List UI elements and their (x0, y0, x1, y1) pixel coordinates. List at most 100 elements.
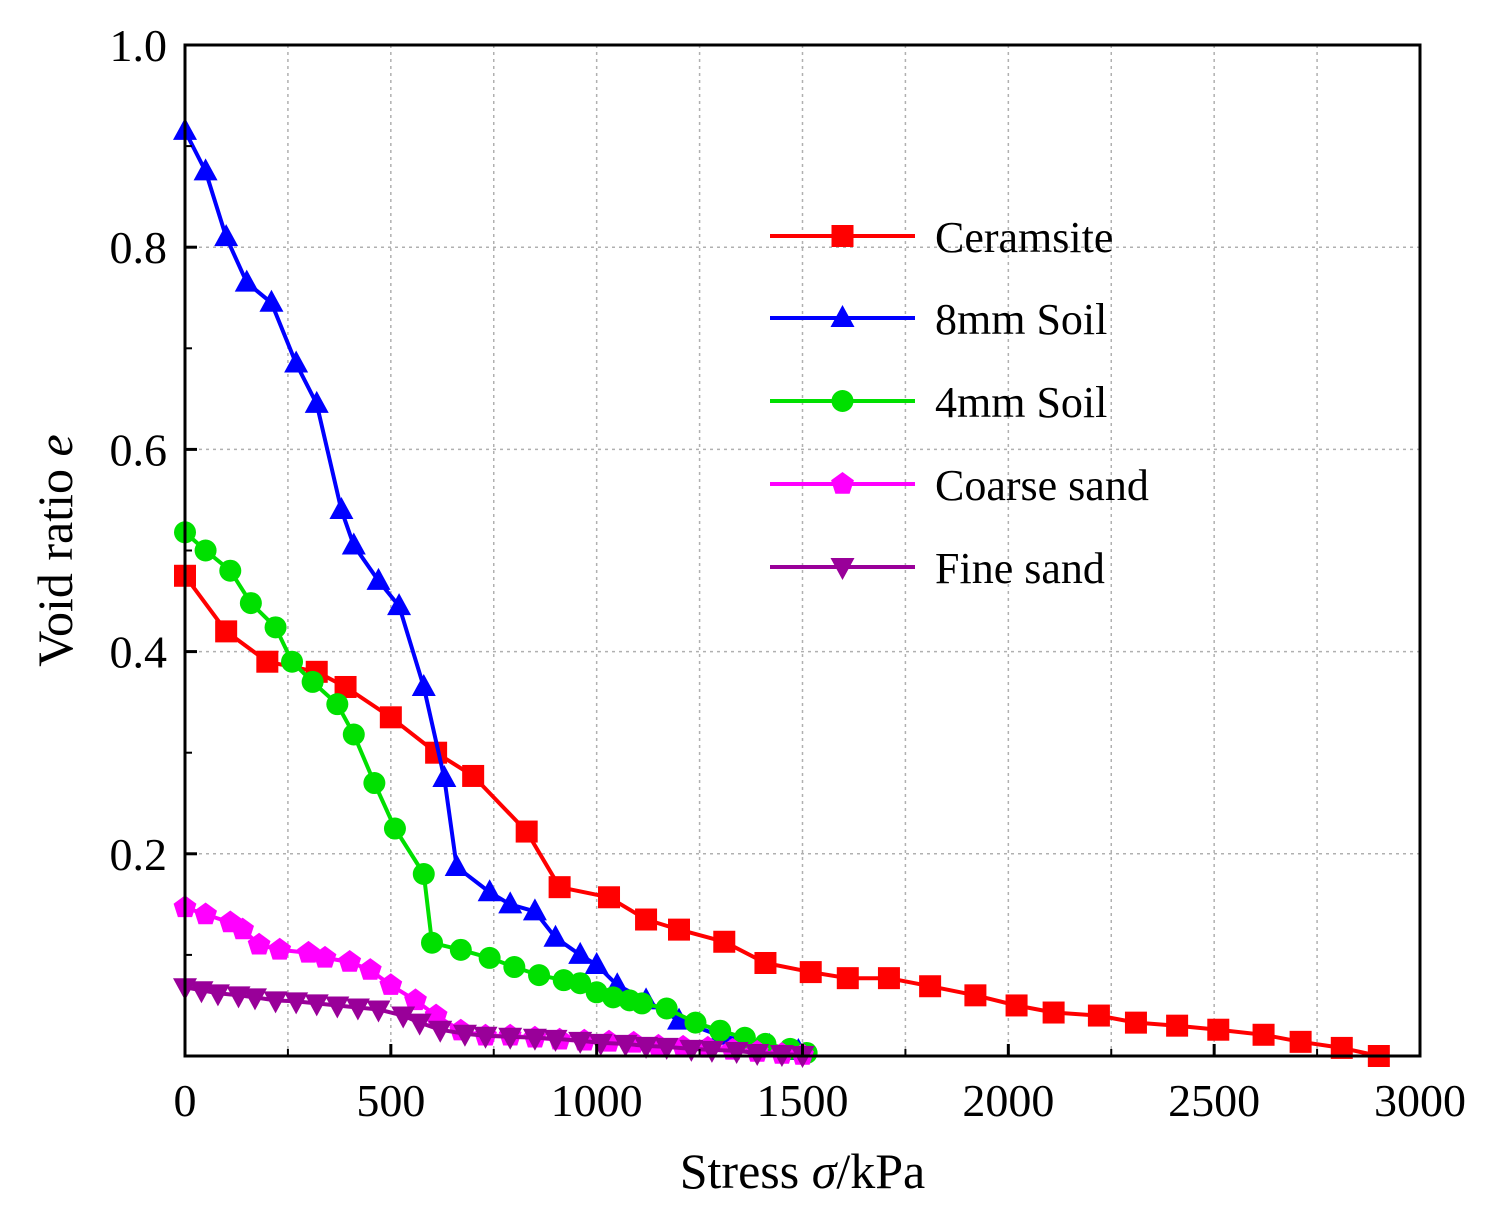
data-point-4mm-soil (363, 772, 386, 795)
data-point-fine-sand (568, 1031, 593, 1054)
data-point-ceramsite (215, 620, 238, 643)
data-point-coarse-sand (268, 937, 292, 960)
data-point-ceramsite (1087, 1004, 1110, 1027)
data-point-fine-sand (654, 1037, 679, 1060)
data-point-8mm-soil (284, 350, 309, 373)
data-point-fine-sand (304, 994, 329, 1017)
legend-marker-fine-sand (830, 558, 855, 580)
data-point-4mm-soil (342, 723, 365, 746)
data-point-fine-sand (613, 1034, 638, 1057)
data-point-fine-sand (242, 988, 267, 1011)
data-point-fine-sand (588, 1033, 613, 1056)
data-point-8mm-soil (432, 764, 457, 787)
data-point-ceramsite (1207, 1018, 1230, 1041)
data-point-fine-sand (543, 1029, 568, 1052)
data-point-fine-sand (263, 991, 288, 1014)
data-point-coarse-sand (313, 945, 337, 968)
y-tick-label: 0.2 (110, 829, 168, 880)
legend-marker-ceramsite (831, 225, 854, 247)
data-point-fine-sand (407, 1013, 432, 1036)
data-point-coarse-sand (379, 973, 403, 995)
data-point-8mm-soil (329, 497, 354, 520)
data-point-8mm-soil (568, 941, 593, 964)
legend-item-coarse-sand: Coarse sand (770, 461, 1149, 510)
legend-item-8mm-soil: 8mm Soil (770, 295, 1107, 344)
x-axis-title-prefix: Stress (680, 1143, 812, 1199)
x-tick-label: 3000 (1374, 1075, 1466, 1126)
legend-item-4mm-soil: 4mm Soil (770, 378, 1107, 427)
x-tick-label: 2500 (1168, 1075, 1260, 1126)
data-point-coarse-sand (231, 917, 254, 940)
data-point-ceramsite (754, 951, 777, 974)
data-point-4mm-soil (503, 956, 526, 979)
data-point-fine-sand (226, 986, 251, 1009)
data-point-fine-sand (724, 1041, 749, 1064)
data-point-fine-sand (284, 992, 309, 1015)
legend-label: 4mm Soil (935, 378, 1107, 427)
data-point-fine-sand (498, 1027, 523, 1050)
data-point-fine-sand (452, 1024, 477, 1047)
data-point-ceramsite (1124, 1011, 1147, 1034)
data-point-4mm-soil (478, 946, 501, 969)
data-point-8mm-soil (543, 924, 568, 947)
legend-label: Fine sand (935, 544, 1105, 593)
data-point-4mm-soil (383, 817, 406, 840)
data-point-coarse-sand (404, 988, 427, 1011)
data-point-fine-sand (345, 998, 370, 1021)
axis-ticks: 0 500 1000 1500 2000 2500 3000 0.2 0.4 0.6 0.8 1.0 (110, 20, 1467, 1126)
data-point-8mm-soil (234, 269, 259, 292)
data-point-4mm-soil (630, 992, 653, 1015)
data-point-8mm-soil (341, 532, 366, 555)
data-point-fine-sand (679, 1039, 704, 1062)
data-point-ceramsite (548, 876, 571, 899)
data-point-4mm-soil (412, 863, 435, 886)
data-point-4mm-soil (421, 931, 443, 954)
data-point-ceramsite (1330, 1036, 1353, 1059)
data-point-ceramsite (1289, 1030, 1312, 1053)
data-point-ceramsite (256, 650, 279, 673)
data-point-8mm-soil (259, 289, 284, 312)
data-point-4mm-soil (602, 986, 625, 1009)
x-axis-title: Stress σ/kPa (680, 1143, 926, 1199)
legend: Ceramsite 8mm Soil 4mm Soil Coarse sand Fine… (770, 213, 1149, 593)
data-point-4mm-soil (528, 964, 551, 987)
x-axis-title-symbol: σ (812, 1143, 839, 1199)
data-point-fine-sand (522, 1028, 547, 1051)
data-point-ceramsite (668, 918, 690, 941)
data-point-fine-sand (391, 1006, 416, 1029)
data-point-coarse-sand (247, 932, 271, 955)
series-line-ceramsite (183, 574, 1380, 1058)
legend-label: Ceramsite (935, 213, 1113, 262)
series-4mm-soil (174, 521, 818, 1064)
data-point-ceramsite (462, 764, 485, 787)
data-point-coarse-sand (338, 950, 362, 972)
data-point-8mm-soil (411, 673, 436, 696)
legend-label: 8mm Soil (935, 295, 1107, 344)
data-point-4mm-soil (684, 1011, 707, 1034)
data-point-ceramsite (598, 886, 621, 909)
series-layer (173, 117, 1390, 1068)
legend-item-ceramsite: Ceramsite (770, 213, 1113, 262)
data-point-8mm-soil (522, 898, 547, 921)
legend-label: Coarse sand (935, 461, 1149, 510)
data-point-ceramsite (515, 820, 538, 843)
data-point-fine-sand (699, 1040, 724, 1063)
data-point-4mm-soil (239, 592, 262, 615)
data-point-4mm-soil (281, 650, 304, 673)
data-point-ceramsite (1252, 1023, 1275, 1046)
data-point-fine-sand (473, 1026, 498, 1049)
y-tick-label: 0.6 (110, 424, 168, 475)
data-point-fine-sand (205, 984, 230, 1007)
data-point-4mm-soil (569, 972, 592, 995)
legend-marker-8mm-soil (830, 305, 855, 327)
data-point-ceramsite (919, 975, 942, 998)
data-point-ceramsite (877, 967, 900, 990)
data-point-4mm-soil (655, 997, 678, 1020)
data-point-fine-sand (366, 1000, 391, 1023)
legend-marker-coarse-sand (831, 472, 854, 494)
data-point-fine-sand (634, 1036, 659, 1059)
legend-item-fine-sand: Fine sand (770, 544, 1105, 593)
data-point-8mm-soil (193, 158, 218, 181)
data-point-4mm-soil (552, 969, 575, 992)
